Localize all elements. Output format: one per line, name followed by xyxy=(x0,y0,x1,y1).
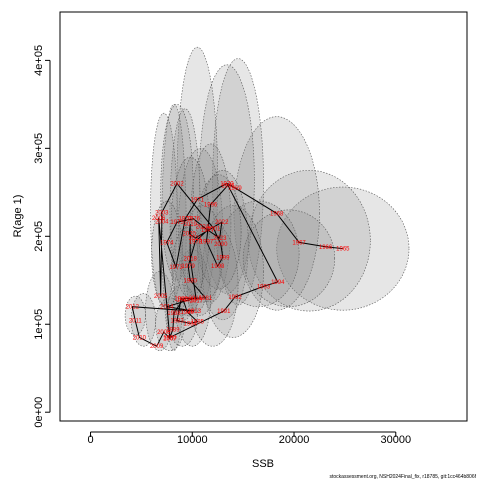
year-label-1995: 1995 xyxy=(221,183,235,189)
confidence-ellipse-12 xyxy=(242,209,336,307)
footer-watermark: stockassessment.org, NSH2024Final_fix, r… xyxy=(330,474,477,480)
year-label-1989: 1989 xyxy=(166,328,180,334)
year-label-1994: 1994 xyxy=(271,280,285,286)
year-label-2002: 2002 xyxy=(170,182,184,188)
year-label-1984: 1984 xyxy=(184,321,198,327)
year-label-1968: 1968 xyxy=(270,211,284,217)
y-axis: 0e+00 1e+05 2e+05 3e+05 4e+05 xyxy=(33,45,51,428)
year-label-2000: 2000 xyxy=(214,242,228,248)
year-label-2014: 2014 xyxy=(160,305,174,311)
year-label-2007: 2007 xyxy=(163,336,177,342)
year-label-1976: 1976 xyxy=(187,217,201,223)
year-label-1980: 1980 xyxy=(184,278,198,284)
year-trajectory-line xyxy=(131,182,343,347)
x-tick-label-2: 20000 xyxy=(279,434,310,446)
recruitment-path xyxy=(131,182,343,347)
y-tick-label-0: 0e+00 xyxy=(33,397,45,428)
year-label-2015: 2015 xyxy=(184,298,198,304)
year-label-2016: 2016 xyxy=(189,296,203,302)
year-label-2003: 2003 xyxy=(155,211,169,217)
x-axis: 0 10000 20000 30000 xyxy=(87,431,411,446)
year-label-1992: 1992 xyxy=(228,295,242,301)
plot-frame xyxy=(59,11,468,422)
confidence-ellipse-6 xyxy=(169,108,201,321)
confidence-ellipse-21 xyxy=(150,112,178,307)
year-label-2006: 2006 xyxy=(152,216,166,222)
confidence-ellipse-1 xyxy=(247,170,371,312)
year-label-1983: 1983 xyxy=(170,319,184,325)
confidence-ellipse-24 xyxy=(196,174,242,290)
year-label-1982: 1982 xyxy=(174,297,188,303)
year-label-2005: 2005 xyxy=(154,294,168,300)
year-label-1986: 1986 xyxy=(181,310,195,316)
year-label-2023: 2023 xyxy=(213,236,227,242)
year-label-1971: 1971 xyxy=(191,197,205,203)
confidence-ellipse-22 xyxy=(160,104,194,281)
confidence-ellipse-20 xyxy=(124,295,146,336)
year-label-1988: 1988 xyxy=(167,311,181,317)
year-label-1991: 1991 xyxy=(217,309,231,315)
year-label-1987: 1987 xyxy=(176,298,190,304)
y-tick-label-4: 4e+05 xyxy=(33,45,45,76)
y-tick-label-2: 2e+05 xyxy=(33,221,45,252)
year-label-2009: 2009 xyxy=(150,344,164,350)
confidence-ellipse-18 xyxy=(145,271,175,351)
year-label-1999: 1999 xyxy=(216,255,230,261)
year-label-1978: 1978 xyxy=(189,240,203,246)
year-label-2019: 2019 xyxy=(184,222,198,228)
year-label-2010: 2010 xyxy=(133,335,147,341)
year-labels: 1965196619671968196919701971197219731974… xyxy=(126,182,351,351)
year-label-2008: 2008 xyxy=(157,330,171,336)
year-label-1974: 1974 xyxy=(160,240,174,246)
year-label-1977: 1977 xyxy=(201,228,215,234)
year-label-2020: 2020 xyxy=(183,232,197,238)
confidence-ellipse-5 xyxy=(176,46,219,312)
y-tick-label-1: 1e+05 xyxy=(33,309,45,340)
year-label-2021: 2021 xyxy=(189,236,203,242)
x-tick-label-1: 10000 xyxy=(177,434,208,446)
year-label-1966: 1966 xyxy=(319,245,333,251)
year-label-1975: 1975 xyxy=(170,220,184,226)
confidence-ellipse-4 xyxy=(199,64,255,294)
year-label-1972: 1972 xyxy=(178,217,192,223)
year-label-1979: 1979 xyxy=(182,264,196,270)
year-label-2018: 2018 xyxy=(184,256,198,262)
y-axis-label: R(age 1) xyxy=(12,195,24,238)
year-label-2001: 2001 xyxy=(207,226,221,232)
year-label-2004: 2004 xyxy=(155,219,169,225)
y-tick-label-3: 3e+05 xyxy=(33,133,45,164)
year-label-1996: 1996 xyxy=(204,203,218,209)
year-label-1990: 1990 xyxy=(163,335,177,341)
x-tick-label-3: 30000 xyxy=(380,434,411,446)
year-label-2024: 2024 xyxy=(196,225,210,231)
year-label-2011: 2011 xyxy=(129,319,143,325)
year-label-1969: 1969 xyxy=(228,186,242,192)
year-label-2022: 2022 xyxy=(215,220,229,226)
year-label-2013: 2013 xyxy=(188,309,202,315)
year-label-1993: 1993 xyxy=(257,284,271,290)
year-label-1970: 1970 xyxy=(220,182,234,188)
year-label-1967: 1967 xyxy=(292,240,306,246)
year-label-1997: 1997 xyxy=(200,240,214,246)
x-axis-label: SSB xyxy=(252,458,274,470)
year-label-1985: 1985 xyxy=(191,320,205,326)
confidence-ellipse-17 xyxy=(155,297,185,351)
year-label-1998: 1998 xyxy=(211,264,225,270)
year-label-2012: 2012 xyxy=(126,305,140,311)
x-tick-label-0: 0 xyxy=(87,434,93,446)
year-label-1981: 1981 xyxy=(199,296,213,302)
year-label-1973: 1973 xyxy=(169,265,183,271)
year-label-2017: 2017 xyxy=(190,298,204,304)
year-label-1965: 1965 xyxy=(336,247,350,253)
